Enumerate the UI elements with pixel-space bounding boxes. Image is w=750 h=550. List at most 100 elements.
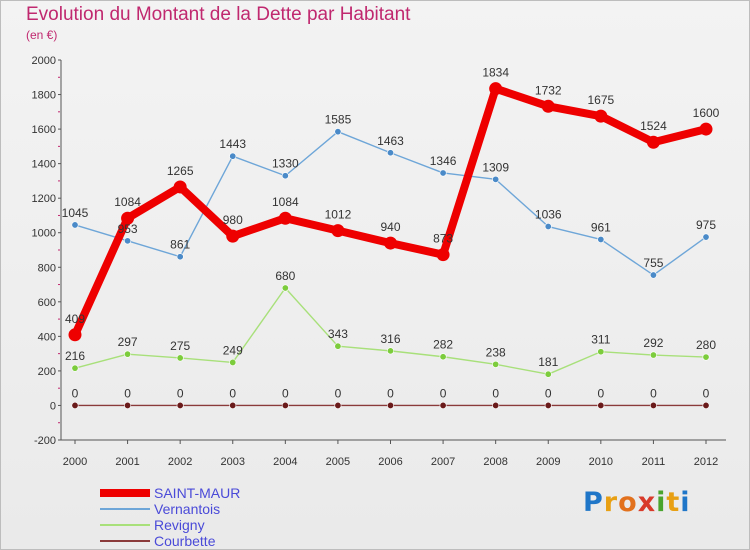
y-tick-label: 600: [38, 297, 56, 309]
data-label-revigny: 249: [223, 343, 243, 357]
data-label-revigny: 280: [696, 338, 716, 352]
data-point-vernantois: [229, 152, 237, 160]
data-point-revigny: [544, 370, 552, 378]
data-label-vernantois: 1463: [377, 134, 404, 148]
data-point-saint-maur: [278, 211, 292, 225]
data-label-courbette: 0: [703, 386, 710, 400]
data-label-vernantois: 1443: [219, 137, 246, 151]
data-label-vernantois: 953: [118, 222, 138, 236]
data-label-saint-maur: 1675: [587, 93, 614, 107]
data-label-revigny: 680: [275, 269, 295, 283]
data-point-saint-maur: [384, 236, 397, 250]
data-point-vernantois: [597, 235, 605, 243]
x-tick-label: 2000: [63, 456, 87, 468]
proxiti-logo: Proxiti: [583, 487, 691, 518]
data-point-revigny: [229, 358, 237, 366]
data-label-courbette: 0: [387, 386, 394, 400]
data-point-vernantois: [124, 237, 132, 245]
data-point-courbette: [386, 401, 394, 409]
data-label-saint-maur: 1265: [167, 164, 194, 178]
data-point-courbette: [124, 401, 132, 409]
data-label-courbette: 0: [597, 386, 604, 400]
data-label-saint-maur: 1732: [535, 83, 562, 97]
axes: -200020040060080010001200140016001800200…: [32, 55, 726, 468]
data-label-courbette: 0: [492, 386, 499, 400]
y-tick-label: 1200: [32, 193, 56, 205]
data-label-vernantois: 861: [170, 238, 190, 252]
logo-letter: t: [666, 487, 681, 518]
data-label-revigny: 292: [643, 336, 663, 350]
data-label-courbette: 0: [177, 386, 184, 400]
x-tick-label: 2012: [694, 456, 718, 468]
y-tick-label: 200: [38, 366, 56, 378]
series-saint-maur: [68, 82, 713, 342]
data-point-vernantois: [702, 233, 710, 241]
data-point-courbette: [229, 401, 237, 409]
chart-subtitle: (en €): [26, 28, 58, 42]
data-point-saint-maur: [121, 211, 135, 225]
legend-label-vernantois: Vernantois: [154, 501, 221, 517]
data-label-courbette: 0: [72, 386, 79, 400]
data-point-courbette: [544, 401, 552, 409]
chart-title: Evolution du Montant de la Dette par Hab…: [26, 4, 411, 25]
series-layer: [68, 82, 713, 409]
data-point-saint-maur: [68, 328, 82, 342]
x-tick-label: 2010: [589, 456, 613, 468]
data-point-courbette: [334, 401, 342, 409]
data-label-courbette: 0: [124, 386, 131, 400]
x-tick-label: 2002: [168, 456, 192, 468]
data-point-courbette: [176, 401, 184, 409]
data-label-saint-maur: 1012: [325, 208, 352, 222]
data-point-revigny: [176, 354, 184, 362]
data-labels: 0 0 0 0 0 0 0 0 0 0 0 0 0 216 297 275 249 680 343 316 282 238…: [62, 66, 720, 401]
legend-label-courbette: Courbette: [154, 533, 216, 549]
data-label-vernantois: 1585: [325, 113, 352, 127]
logo-letter: r: [603, 487, 619, 518]
x-tick-label: 2009: [536, 456, 560, 468]
data-point-vernantois: [334, 128, 342, 136]
data-label-courbette: 0: [335, 386, 342, 400]
data-label-saint-maur: 1834: [482, 66, 509, 80]
data-point-vernantois: [544, 223, 552, 231]
y-tick-label: 400: [38, 331, 56, 343]
series-vernantois: [71, 128, 710, 279]
logo-letter: i: [656, 487, 667, 518]
data-point-vernantois: [649, 271, 657, 279]
logo-letter: P: [583, 487, 604, 518]
data-label-vernantois: 975: [696, 218, 716, 232]
legend-label-revigny: Revigny: [154, 517, 205, 533]
data-label-courbette: 0: [545, 386, 552, 400]
x-tick-label: 2006: [378, 456, 402, 468]
x-tick-label: 2004: [273, 456, 297, 468]
data-label-vernantois: 1346: [430, 154, 457, 168]
x-tick-label: 2003: [221, 456, 245, 468]
data-label-vernantois: 961: [591, 220, 611, 234]
data-label-courbette: 0: [229, 386, 236, 400]
data-point-saint-maur: [646, 135, 660, 149]
data-point-revigny: [702, 353, 710, 361]
data-point-revigny: [649, 351, 657, 359]
data-point-courbette: [597, 401, 605, 409]
x-tick-label: 2011: [642, 456, 666, 468]
data-label-courbette: 0: [282, 386, 289, 400]
data-point-revigny: [334, 342, 342, 350]
data-point-revigny: [124, 350, 132, 358]
data-label-revigny: 238: [486, 345, 506, 359]
data-label-saint-maur: 1600: [693, 106, 720, 120]
data-label-saint-maur: 1084: [114, 195, 141, 209]
data-point-saint-maur: [699, 122, 713, 136]
data-point-courbette: [439, 401, 447, 409]
legend-swatch-vernantois: [100, 508, 150, 510]
data-point-courbette: [649, 401, 657, 409]
data-label-revigny: 275: [170, 339, 190, 353]
y-tick-label: 0: [50, 400, 56, 412]
data-point-revigny: [439, 353, 447, 361]
data-point-saint-maur: [594, 109, 608, 123]
y-tick-label: 1600: [32, 124, 56, 136]
x-tick-label: 2005: [326, 456, 350, 468]
data-point-revigny: [492, 360, 500, 368]
data-point-revigny: [597, 348, 605, 356]
y-tick-label: 1000: [32, 228, 56, 240]
